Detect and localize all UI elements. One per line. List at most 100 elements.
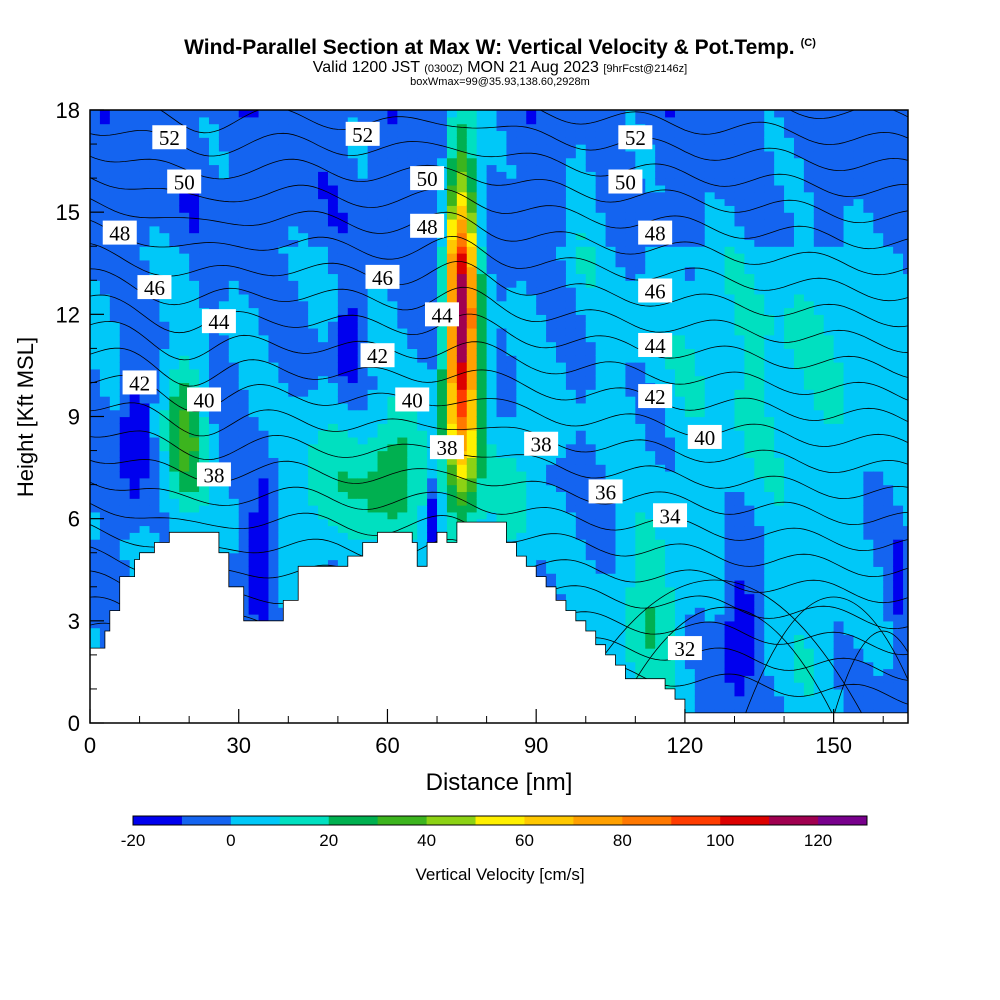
colorbar-swatch xyxy=(573,816,623,825)
colorbar-tick-label: 0 xyxy=(226,831,235,850)
isentrope-line xyxy=(90,430,908,500)
colorbar-label: Vertical Velocity [cm/s] xyxy=(415,865,584,884)
colorbar-tick-label: 120 xyxy=(804,831,832,850)
isentrope-line xyxy=(159,110,908,172)
colorbar-tick-label: 80 xyxy=(613,831,632,850)
colorbar-tick-label: 20 xyxy=(319,831,338,850)
colorbar-frame xyxy=(132,815,868,826)
contour-label: 46 xyxy=(365,264,400,290)
colorbar-swatch xyxy=(133,816,183,825)
y-tick-label: 6 xyxy=(68,507,80,532)
contour-label: 36 xyxy=(588,479,623,504)
contour-label: 46 xyxy=(137,275,172,300)
contour-label: 50 xyxy=(608,169,643,195)
x-tick-label: 30 xyxy=(226,733,250,758)
y-axis-label: Height [Kft MSL] xyxy=(13,337,38,497)
contour-label: 40 xyxy=(395,387,430,412)
isentrope-line xyxy=(789,110,908,120)
isentrope-line xyxy=(90,0,908,74)
y-tick-label: 12 xyxy=(56,302,80,327)
isentrope-line xyxy=(744,596,908,717)
isentrope-line xyxy=(90,402,908,474)
y-tick-label: 15 xyxy=(56,200,80,225)
contour-label: 34 xyxy=(653,503,688,528)
copyright-mark: (C) xyxy=(800,37,816,49)
isentrope-line xyxy=(90,130,908,198)
contour-label: 40 xyxy=(687,424,722,450)
isentrope-line xyxy=(90,20,908,96)
y-tick-label: 9 xyxy=(68,405,80,430)
contour-label: 50 xyxy=(167,169,202,195)
colorbar: -20 0 20 40 60 80 100 120 xyxy=(121,815,868,850)
colorbar-swatch xyxy=(818,816,868,825)
isentrope-line xyxy=(539,110,908,146)
contour-label: 38 xyxy=(196,462,231,487)
isentrope-line xyxy=(90,481,908,552)
isentrope-line xyxy=(90,320,908,401)
contour-label: 38 xyxy=(524,431,559,457)
colorbar-tick-label: -20 xyxy=(121,831,146,850)
isentrope-line xyxy=(565,579,864,717)
contour-label: 52 xyxy=(345,121,380,147)
isentrope-line xyxy=(90,219,908,302)
contour-label: 38 xyxy=(429,435,464,460)
contour-label: 44 xyxy=(201,309,236,334)
colorbar-swatch xyxy=(671,816,721,825)
contour-label: 40 xyxy=(187,387,222,412)
x-tick-label: 0 xyxy=(84,733,96,758)
isentrope-line xyxy=(90,198,908,276)
x-axis-label: Distance [nm] xyxy=(426,769,573,796)
colorbar-swatch xyxy=(328,816,379,825)
terrain xyxy=(90,521,908,723)
y-tick-label: 3 xyxy=(68,609,80,634)
isentrope-line xyxy=(90,268,908,354)
isentrope-line xyxy=(90,0,908,50)
colorbar-swatch xyxy=(377,816,428,825)
colorbar-swatch xyxy=(720,816,770,825)
colorbar-tick-label: 40 xyxy=(417,831,436,850)
isentrope-line xyxy=(90,155,908,224)
colorbar-swatch xyxy=(279,816,330,825)
chart-title: Wind-Parallel Section at Max W: Vertical… xyxy=(184,36,816,59)
colorbar-swatch xyxy=(622,816,672,825)
chart-subtitle: Valid 1200 JST (0300Z) MON 21 Aug 2023 [… xyxy=(312,59,688,76)
x-tick-label: 120 xyxy=(667,733,704,758)
contour-label: 44 xyxy=(424,302,459,327)
isentrope-line xyxy=(90,347,908,423)
isentrope-line xyxy=(90,177,908,250)
colorbar-swatch xyxy=(524,816,574,825)
isentrope-line xyxy=(615,606,834,717)
contour-label: 48 xyxy=(102,220,137,246)
x-tick-label: 90 xyxy=(524,733,548,758)
isentrope-line xyxy=(90,374,908,447)
y-tick-label: 18 xyxy=(56,98,80,123)
contour-label: 32 xyxy=(667,636,702,661)
isentrope-line xyxy=(90,0,908,25)
chart-box-info: boxWmax=99@35.93,138.60,2928m xyxy=(410,76,590,88)
contour-label: 48 xyxy=(638,220,673,246)
contour-label: 42 xyxy=(638,384,673,409)
colorbar-tick-label: 100 xyxy=(706,831,734,850)
contour-label: 52 xyxy=(618,125,653,150)
colorbar-swatch xyxy=(769,816,819,825)
contour-label: 42 xyxy=(360,343,395,368)
contour-label: 48 xyxy=(410,213,445,239)
contour-label: 42 xyxy=(122,370,157,395)
contour-label: 52 xyxy=(152,125,187,150)
colorbar-tick-label: 60 xyxy=(515,831,534,850)
x-tick-label: 150 xyxy=(815,733,852,758)
contour-label: 44 xyxy=(638,332,673,358)
contour-label: 46 xyxy=(638,278,673,303)
colorbar-swatch xyxy=(475,816,525,825)
contour-label: 50 xyxy=(410,166,445,191)
colorbar-swatch xyxy=(181,816,232,825)
x-tick-label: 60 xyxy=(375,733,399,758)
colorbar-swatch xyxy=(426,816,477,825)
y-tick-label: 0 xyxy=(68,711,80,736)
isentrope-line xyxy=(90,243,908,328)
terrain-mask xyxy=(90,521,908,723)
colorbar-swatch xyxy=(230,816,281,825)
